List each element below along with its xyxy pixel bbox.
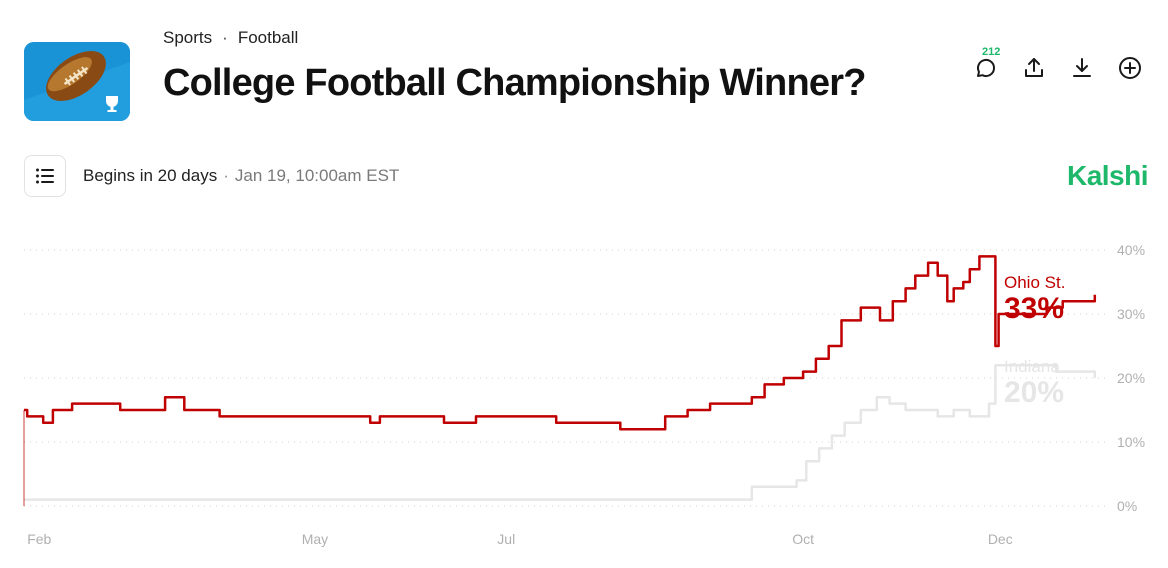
event-date: Jan 19, 10:00am EST xyxy=(234,166,400,185)
list-icon xyxy=(36,168,54,184)
page-title: College Football Championship Winner? xyxy=(163,62,866,104)
menu-button[interactable] xyxy=(24,155,66,197)
y-tick-label: 20% xyxy=(1117,370,1145,386)
breadcrumb-separator: · xyxy=(222,28,228,47)
add-button[interactable] xyxy=(1118,56,1142,80)
series-value-label: 20% xyxy=(1004,376,1064,409)
download-button[interactable] xyxy=(1070,56,1094,80)
football-trophy-icon xyxy=(24,42,130,121)
plus-circle-icon xyxy=(1119,57,1141,79)
chart-svg: 0% 10% 20% 30% 40% Feb May Jul Oct Dec Ohio St.33%… xyxy=(23,242,1145,547)
begins-text: Begins in 20 days xyxy=(83,166,218,185)
y-tick-label: 30% xyxy=(1117,306,1145,322)
y-tick-label: 40% xyxy=(1117,242,1145,258)
breadcrumb-sports[interactable]: Sports xyxy=(163,28,213,47)
comment-icon xyxy=(977,58,996,77)
comment-count: 212 xyxy=(982,46,1001,58)
brand-logo: Kalshi xyxy=(1066,160,1149,191)
series-value-label: 33% xyxy=(1004,292,1064,325)
x-tick-label: Dec xyxy=(988,531,1013,547)
comments-button[interactable]: 212 xyxy=(974,46,1000,80)
breadcrumb-football[interactable]: Football xyxy=(237,28,299,47)
share-icon xyxy=(1025,58,1043,77)
status-separator: · xyxy=(223,166,229,185)
x-tick-label: Feb xyxy=(27,531,51,547)
x-tick-label: Oct xyxy=(792,531,814,547)
price-chart: 0% 10% 20% 30% 40% Feb May Jul Oct Dec Ohio St. 33%… xyxy=(0,220,1168,568)
header-actions: 212 xyxy=(974,46,1142,80)
market-logo xyxy=(24,42,130,121)
share-button[interactable] xyxy=(1022,56,1046,80)
series-label: Indiana xyxy=(1004,357,1060,376)
series-label: Ohio St. xyxy=(1004,273,1065,292)
event-status: Begins in 20 days · Jan 19, 10:00am EST xyxy=(83,166,399,186)
y-tick-label: 0% xyxy=(1117,498,1137,514)
x-tick-label: Jul xyxy=(497,531,515,547)
breadcrumb: Sports · Football xyxy=(163,28,298,48)
download-icon xyxy=(1073,58,1091,77)
series-line-indiana xyxy=(24,363,1097,501)
x-tick-label: May xyxy=(302,531,328,547)
series-line-ohio-st xyxy=(24,255,1097,431)
y-tick-label: 10% xyxy=(1117,434,1145,450)
